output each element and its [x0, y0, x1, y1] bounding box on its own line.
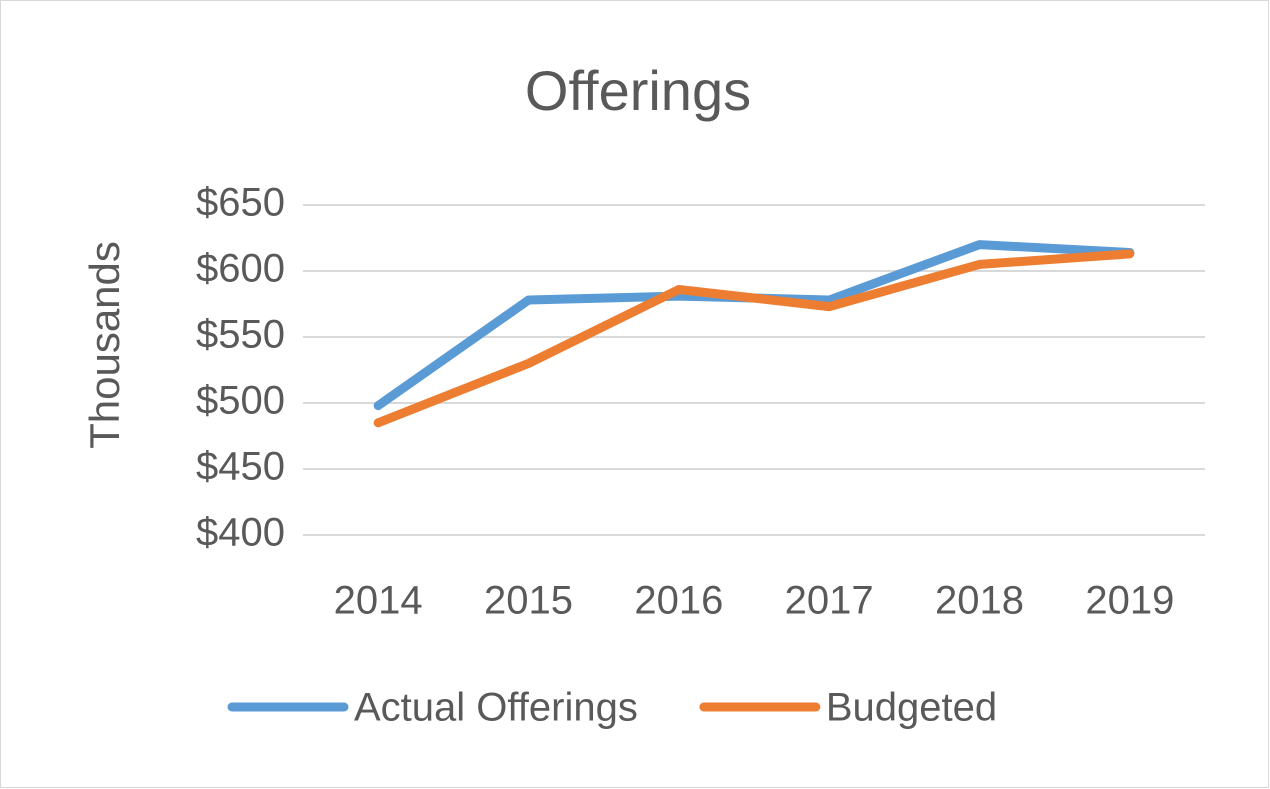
y-tick-label: $650: [196, 181, 285, 225]
x-tick-label: 2016: [634, 579, 723, 623]
x-tick-label: 2015: [484, 579, 573, 623]
legend-label: Actual Offerings: [354, 686, 638, 730]
x-tick-label: 2017: [785, 579, 874, 623]
chart-title: Offerings: [525, 59, 751, 122]
x-tick-label: 2018: [935, 579, 1024, 623]
x-tick-label: 2014: [334, 579, 423, 623]
y-tick-label: $550: [196, 313, 285, 357]
y-tick-label: $400: [196, 511, 285, 555]
x-tick-label: 2019: [1085, 579, 1174, 623]
y-tick-label: $450: [196, 445, 285, 489]
line-series: [373, 249, 1135, 428]
legend-label: Budgeted: [826, 686, 997, 730]
y-tick-label: $600: [196, 247, 285, 291]
y-tick-label: $500: [196, 379, 285, 423]
y-axis-title: Thousands: [81, 241, 128, 449]
